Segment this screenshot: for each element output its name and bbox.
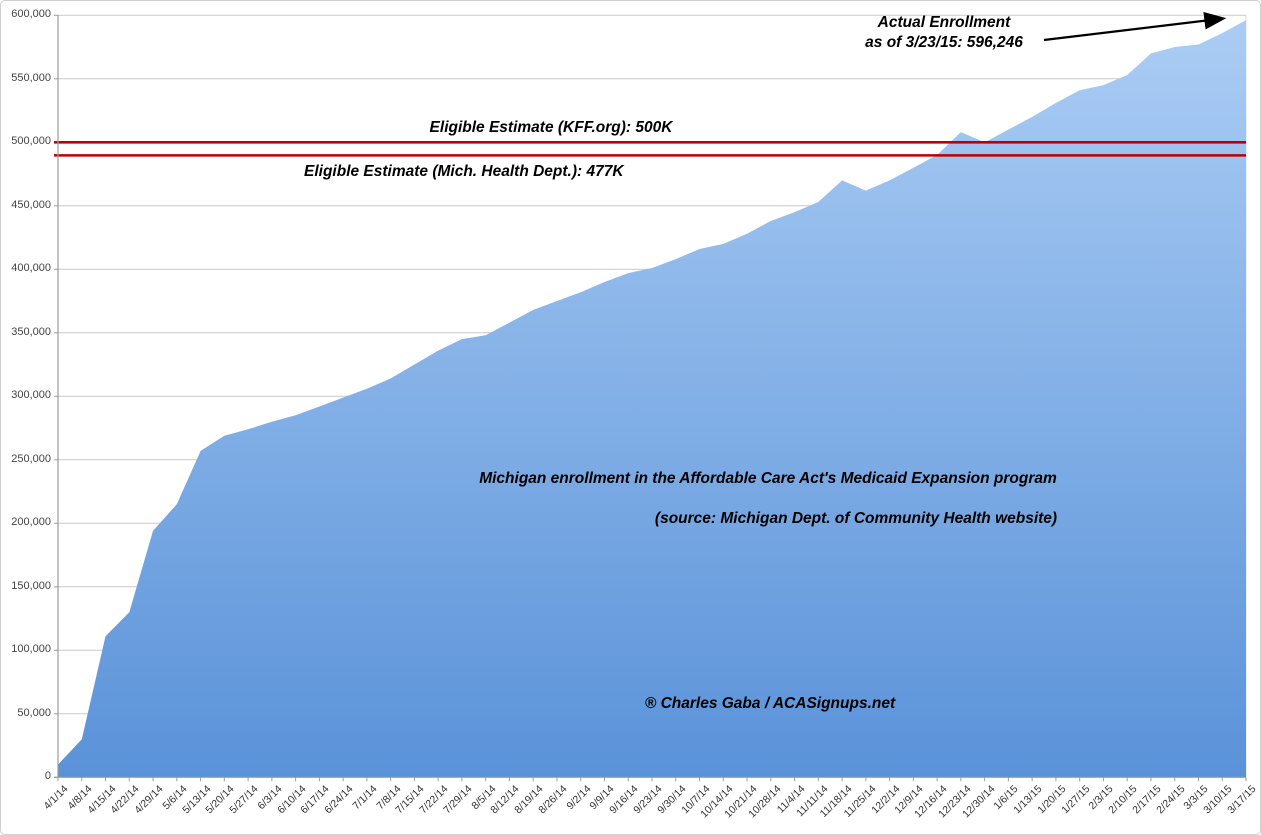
- annotation-actual-enrollment-line2: as of 3/23/15: 596,246: [865, 34, 1023, 51]
- y-axis-label: 550,000: [11, 71, 51, 84]
- y-axis-label: 50,000: [17, 706, 51, 719]
- y-axis-label: 400,000: [11, 262, 51, 275]
- y-axis-label: 350,000: [11, 325, 51, 338]
- annotation-actual-enrollment-line1: Actual Enrollment: [877, 14, 1011, 31]
- annotation-mich-estimate: Eligible Estimate (Mich. Health Dept.): …: [304, 163, 624, 180]
- y-axis-label: 500,000: [11, 135, 51, 148]
- y-axis-label: 0: [44, 770, 51, 783]
- annotation-actual-enrollment: Actual Enrollment as of 3/23/15: 596,246: [794, 13, 1094, 53]
- y-axis-label: 200,000: [11, 516, 51, 529]
- enrollment-area-series: [58, 20, 1246, 778]
- chart-source: (source: Michigan Dept. of Community Hea…: [654, 510, 1058, 527]
- chart-title: Michigan enrollment in the Affordable Ca…: [479, 470, 1057, 487]
- annotation-arrow: [1043, 11, 1227, 42]
- watermark: ® Charles Gaba / ACASignups.net: [644, 695, 896, 712]
- y-axis-label: 100,000: [11, 643, 51, 656]
- y-axis-label: 250,000: [11, 452, 51, 465]
- annotation-kff-estimate: Eligible Estimate (KFF.org): 500K: [429, 119, 673, 136]
- y-axis-label: 300,000: [11, 389, 51, 402]
- y-axis-label: 600,000: [11, 8, 51, 21]
- y-axis-label: 150,000: [11, 579, 51, 592]
- y-axis-label: 450,000: [11, 198, 51, 211]
